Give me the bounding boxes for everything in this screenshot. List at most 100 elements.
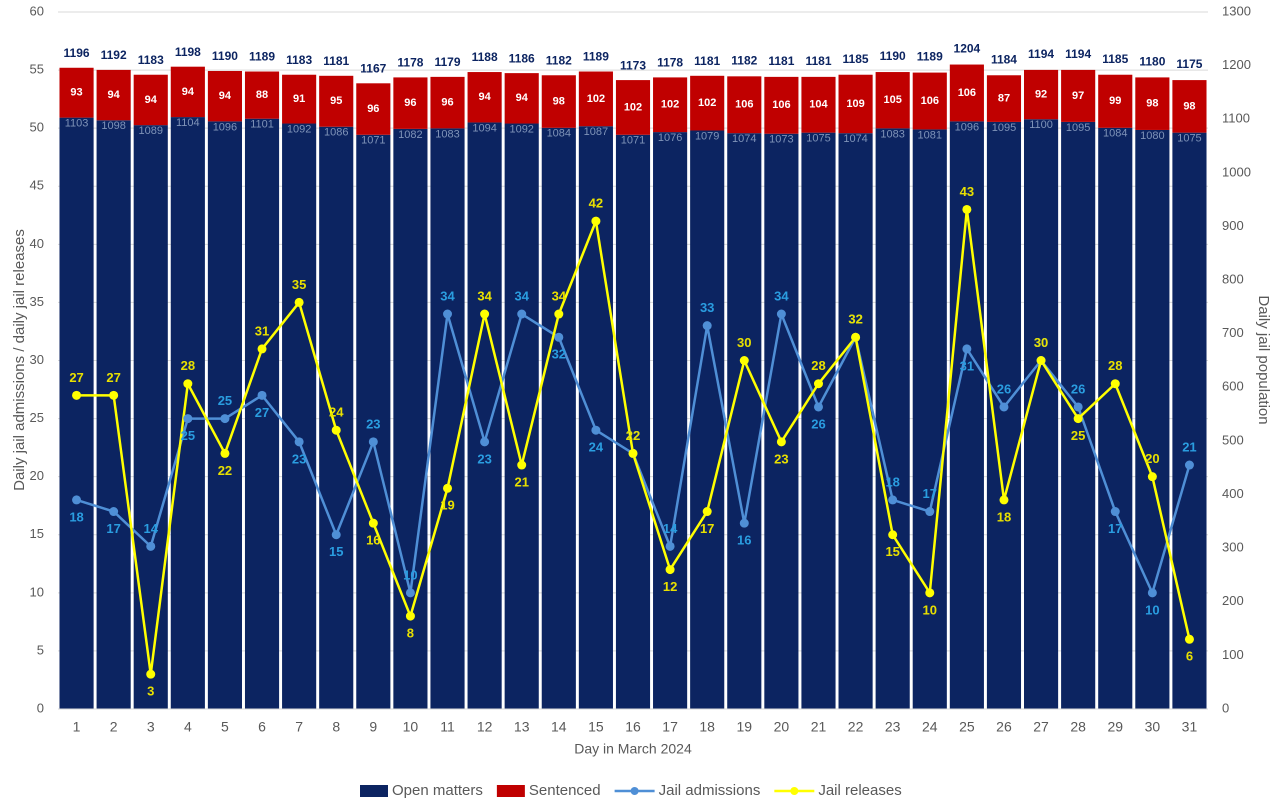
line-point bbox=[109, 507, 119, 517]
bar-segment bbox=[1098, 74, 1133, 128]
line-value-label: 14 bbox=[144, 521, 159, 536]
bar-segment bbox=[578, 71, 613, 127]
y-tick-label: 35 bbox=[30, 294, 44, 309]
y2-axis-title: Daily jail population bbox=[1255, 295, 1272, 424]
bar-value-label: 93 bbox=[70, 87, 82, 99]
bar-value-label: 1098 bbox=[101, 120, 125, 132]
y-tick-label: 55 bbox=[30, 62, 44, 77]
y2-tick-label: 700 bbox=[1222, 325, 1244, 340]
total-label: 1189 bbox=[249, 50, 275, 64]
line-point bbox=[962, 344, 972, 354]
legend-label: Jail releases bbox=[818, 782, 901, 799]
x-tick-label: 6 bbox=[258, 719, 266, 735]
line-value-label: 18 bbox=[69, 509, 83, 524]
bar-value-label: 1080 bbox=[1140, 130, 1164, 142]
x-tick-label: 4 bbox=[184, 719, 192, 735]
bar-segment bbox=[96, 120, 131, 709]
bar-segment bbox=[282, 74, 317, 124]
bar-value-label: 102 bbox=[587, 93, 605, 105]
bar-segment bbox=[467, 122, 502, 709]
bar-segment bbox=[133, 74, 168, 126]
total-label: 1198 bbox=[175, 45, 201, 59]
bar-value-label: 1071 bbox=[361, 135, 385, 147]
y2-tick-label: 1300 bbox=[1222, 3, 1251, 18]
bar-segment bbox=[59, 67, 94, 118]
x-tick-label: 1 bbox=[73, 719, 81, 735]
y2-tick-label: 200 bbox=[1222, 593, 1244, 608]
bar-value-label: 106 bbox=[735, 99, 753, 111]
total-label: 1184 bbox=[991, 52, 1017, 66]
total-label: 1194 bbox=[1028, 47, 1054, 61]
total-label: 1190 bbox=[212, 49, 238, 63]
line-value-label: 3 bbox=[147, 684, 154, 699]
bar-segment bbox=[96, 69, 131, 121]
total-label: 1181 bbox=[768, 54, 794, 68]
x-tick-label: 27 bbox=[1033, 719, 1049, 735]
line-point bbox=[739, 518, 749, 528]
total-label: 1179 bbox=[434, 55, 460, 69]
line-point bbox=[294, 437, 304, 447]
bar-value-label: 1082 bbox=[398, 129, 422, 141]
bar-value-label: 94 bbox=[478, 91, 491, 103]
bar-segment bbox=[615, 134, 651, 709]
bar-value-label: 106 bbox=[921, 95, 939, 107]
line-value-label: 23 bbox=[366, 416, 380, 431]
bar-value-label: 88 bbox=[256, 89, 268, 101]
bar-segment bbox=[875, 128, 910, 709]
bar-value-label: 105 bbox=[883, 94, 901, 106]
bar-segment bbox=[653, 77, 688, 133]
line-value-label: 22 bbox=[626, 428, 640, 443]
bar-segment bbox=[541, 75, 576, 128]
bar-segment bbox=[764, 76, 799, 134]
line-value-label: 33 bbox=[700, 300, 714, 315]
line-value-label: 16 bbox=[737, 533, 751, 548]
line-point bbox=[257, 390, 267, 400]
bar-segment bbox=[1172, 80, 1207, 133]
line-value-label: 24 bbox=[329, 405, 344, 420]
line-point bbox=[1110, 507, 1120, 517]
line-point bbox=[665, 565, 675, 575]
bar-segment bbox=[282, 123, 317, 709]
bar-segment bbox=[393, 77, 428, 129]
total-label: 1194 bbox=[1065, 47, 1091, 61]
y2-tick-label: 1200 bbox=[1222, 57, 1251, 72]
line-point bbox=[443, 483, 453, 493]
line-point bbox=[554, 332, 564, 342]
x-tick-label: 18 bbox=[699, 719, 715, 735]
bar-segment bbox=[801, 132, 836, 709]
legend: Open matters Sentenced Jail admissions Jail… bbox=[360, 782, 902, 799]
line-value-label: 17 bbox=[106, 521, 120, 536]
bar-value-label: 102 bbox=[624, 101, 642, 113]
line-value-label: 22 bbox=[626, 428, 640, 443]
bar-value-label: 87 bbox=[998, 92, 1010, 104]
x-tick-label: 22 bbox=[848, 719, 864, 735]
y2-tick-label: 800 bbox=[1222, 272, 1244, 287]
line-point bbox=[331, 530, 341, 540]
bar-segment bbox=[430, 128, 465, 709]
x-tick-label: 19 bbox=[737, 719, 753, 735]
bar-segment bbox=[912, 72, 947, 130]
y-tick-label: 30 bbox=[30, 352, 44, 367]
bar-segment bbox=[653, 132, 688, 710]
bar-segment bbox=[615, 80, 651, 135]
bar-value-label: 96 bbox=[404, 97, 416, 109]
line-value-label: 23 bbox=[477, 451, 491, 466]
total-label: 1190 bbox=[880, 49, 906, 63]
x-tick-label: 3 bbox=[147, 719, 155, 735]
bar-segment bbox=[1135, 77, 1170, 130]
line-value-label: 22 bbox=[218, 463, 232, 478]
line-point bbox=[888, 530, 898, 540]
bar-value-label: 1083 bbox=[880, 128, 904, 140]
line-point bbox=[294, 297, 304, 307]
bar-value-label: 1089 bbox=[138, 125, 162, 137]
y-axis-title: Daily jail admissions / daily jail relea… bbox=[11, 229, 28, 491]
line-value-label: 17 bbox=[923, 486, 937, 501]
bar-segment bbox=[319, 126, 354, 709]
line-value-label: 12 bbox=[663, 579, 677, 594]
legend-label: Jail admissions bbox=[659, 782, 761, 799]
x-tick-label: 7 bbox=[295, 719, 303, 735]
line-value-label: 30 bbox=[1034, 335, 1048, 350]
line-point bbox=[183, 414, 193, 424]
x-tick-label: 15 bbox=[588, 719, 604, 735]
line-value-label: 20 bbox=[1145, 451, 1159, 466]
